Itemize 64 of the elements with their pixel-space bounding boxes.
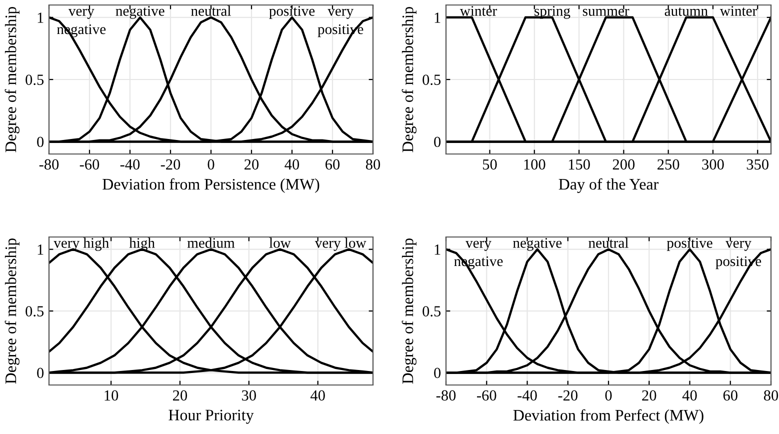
y-tick-label: 1 <box>434 12 440 23</box>
legend-label: very low <box>314 238 366 251</box>
legend-label: neutral <box>191 6 231 16</box>
legend-label: very high <box>54 238 109 251</box>
y-tick-label: 0.5 <box>422 74 441 86</box>
x-tick-label: 30 <box>242 390 256 401</box>
legend-label: winter <box>460 6 497 16</box>
legend-label: positive <box>666 238 712 251</box>
legend-label: medium <box>187 238 235 248</box>
x-tick-label: 20 <box>642 390 656 401</box>
x-tick-label: 0 <box>605 390 612 401</box>
legend-label: summer <box>582 8 630 16</box>
x-tick-label: -80 <box>436 390 456 401</box>
y-tick-label: 1 <box>38 244 44 255</box>
x-tick-label: 20 <box>173 390 188 401</box>
y-tick-label: 1 <box>38 12 44 23</box>
y-axis-title: Degree of membership <box>4 6 20 152</box>
x-tick-label: 350 <box>746 159 768 170</box>
y-axis-title: Degree of membership <box>402 238 416 384</box>
x-tick-label: 0 <box>208 159 214 170</box>
x-tick-label: 40 <box>284 159 300 170</box>
x-axis-title: Hour Priority <box>168 410 254 424</box>
x-axis-title: Deviation from Perfect (MW) <box>513 409 704 424</box>
x-tick-label: 10 <box>104 390 118 401</box>
y-axis-title: Degree of membership <box>4 238 20 384</box>
x-tick-label: 200 <box>612 159 635 170</box>
x-axis-title: Day of the Year <box>558 178 658 193</box>
x-axis-title: Deviation from Persistence (MW) <box>102 178 320 193</box>
x-tick-label: 250 <box>658 159 680 170</box>
x-tick-label: 80 <box>366 159 380 170</box>
x-tick-label: 50 <box>483 159 497 170</box>
legend-label: positive <box>269 6 315 19</box>
x-tick-label: -60 <box>477 390 496 401</box>
legend-label: negative <box>513 238 562 251</box>
x-tick-label: 300 <box>702 159 724 170</box>
x-tick-label: -80 <box>39 159 59 170</box>
legend-label: neutral <box>588 238 628 248</box>
x-tick-label: 40 <box>682 390 697 401</box>
y-tick-label: 0 <box>37 136 44 148</box>
x-tick-label: 100 <box>524 159 546 170</box>
legend-label: winter <box>720 6 757 16</box>
x-tick-label: 60 <box>723 390 738 401</box>
x-tick-label: 150 <box>568 159 590 170</box>
legend-label: negative <box>116 6 164 19</box>
legend-label: autumn <box>664 8 708 16</box>
x-tick-label: -60 <box>80 159 100 170</box>
x-tick-label: -20 <box>558 390 578 401</box>
y-tick-label: 0 <box>37 368 44 378</box>
y-tick-label: 0 <box>434 368 441 378</box>
x-tick-label: 40 <box>310 390 325 401</box>
y-tick-label: 0.5 <box>422 306 441 317</box>
x-tick-label: -40 <box>120 159 140 170</box>
y-tick-label: 0.5 <box>26 306 44 317</box>
x-tick-label: 80 <box>764 390 778 401</box>
y-tick-label: 0 <box>434 136 441 148</box>
legend-label: spring <box>534 6 570 19</box>
y-tick-label: 1 <box>434 244 440 255</box>
y-axis-title: Degree of membership <box>402 6 416 152</box>
y-tick-label: 0.5 <box>26 74 44 86</box>
legend-label: low <box>269 238 291 248</box>
x-tick-label: -20 <box>160 159 180 170</box>
x-tick-label: 20 <box>244 159 259 170</box>
x-tick-label: -40 <box>518 390 537 401</box>
x-tick-label: 60 <box>326 159 340 170</box>
